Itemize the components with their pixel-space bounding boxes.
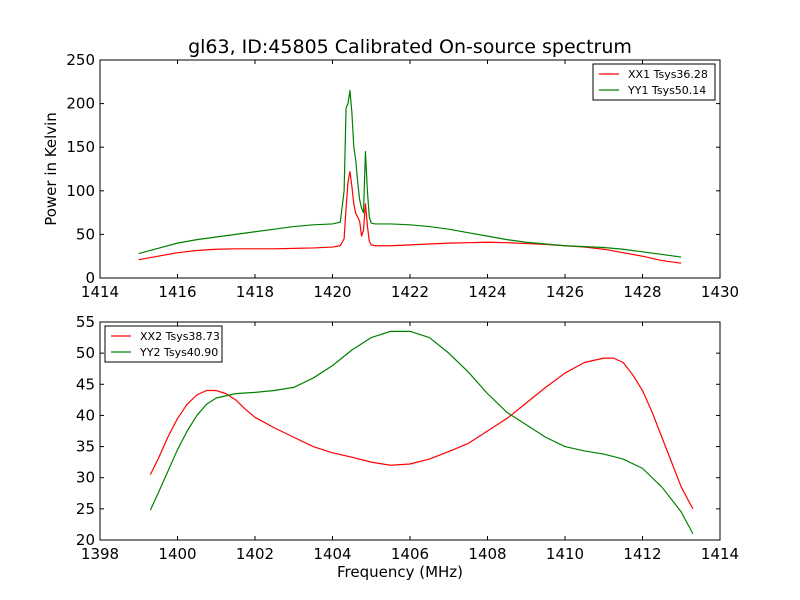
bottom-spectrum-plot: 1398 1400 1402 1404 1406 1408 1410 1412 1414 20 25… [76,313,739,581]
y-tick-label: 35 [76,438,95,456]
y-tick-label: 150 [66,138,95,156]
y-tick-label: 250 [66,51,95,69]
y-tick-label: 55 [76,313,95,331]
y-tick-label: 0 [85,269,95,287]
x-tick-label: 1404 [313,545,351,563]
x-tick-label: 1426 [546,283,584,301]
x-tick-label: 1400 [158,545,196,563]
series-line-green [149,330,694,535]
x-tick-label: 1422 [391,283,429,301]
x-tick-label: 1424 [468,283,506,301]
x-tick-label: 1416 [158,283,196,301]
x-tick-label: 1398 [81,545,119,563]
y-tick-label: 200 [66,95,95,113]
legend-box [592,63,716,101]
x-tick-label: 1402 [236,545,274,563]
y-tick-label: 40 [76,406,95,424]
y-axis-label: Power in Kelvin [42,112,60,226]
x-tick-label: 1414 [81,283,119,301]
legend-box [104,325,223,363]
x-tick-label: 1428 [623,283,661,301]
x-tick-label: 1406 [391,545,429,563]
series-line-red [149,357,694,510]
y-tick-label: 45 [76,375,95,393]
x-tick-label: 1408 [468,545,506,563]
legend-entry: XX2 Tsys38.73 [140,330,220,343]
x-tick-label: 1412 [623,545,661,563]
legend-entry: YY2 Tsys40.90 [139,346,218,359]
chart-title: gl63, ID:45805 Calibrated On-source spec… [188,36,632,58]
x-tick-label: 1418 [236,283,274,301]
x-tick-label: 1410 [546,545,584,563]
series-line-green [138,89,682,258]
y-tick-label: 50 [76,344,95,362]
x-tick-label: 1414 [701,545,739,563]
legend: XX1 Tsys36.28 YY1 Tsys50.14 [592,63,716,101]
y-tick-label: 20 [76,531,95,549]
legend: XX2 Tsys38.73 YY2 Tsys40.90 [104,325,223,363]
x-tick-label: 1430 [701,283,739,301]
y-tick-label: 25 [76,500,95,518]
legend-entry: XX1 Tsys36.28 [628,68,708,81]
legend-entry: YY1 Tsys50.14 [627,84,706,97]
top-spectrum-plot: 1414 1416 1418 1420 1422 1424 1426 1428 1430 0 50 1… [42,51,739,301]
x-axis-label: Frequency (MHz) [337,563,463,581]
x-tick-label: 1420 [313,283,351,301]
y-tick-label: 50 [76,225,95,243]
y-tick-label: 30 [76,469,95,487]
y-tick-label: 100 [66,182,95,200]
